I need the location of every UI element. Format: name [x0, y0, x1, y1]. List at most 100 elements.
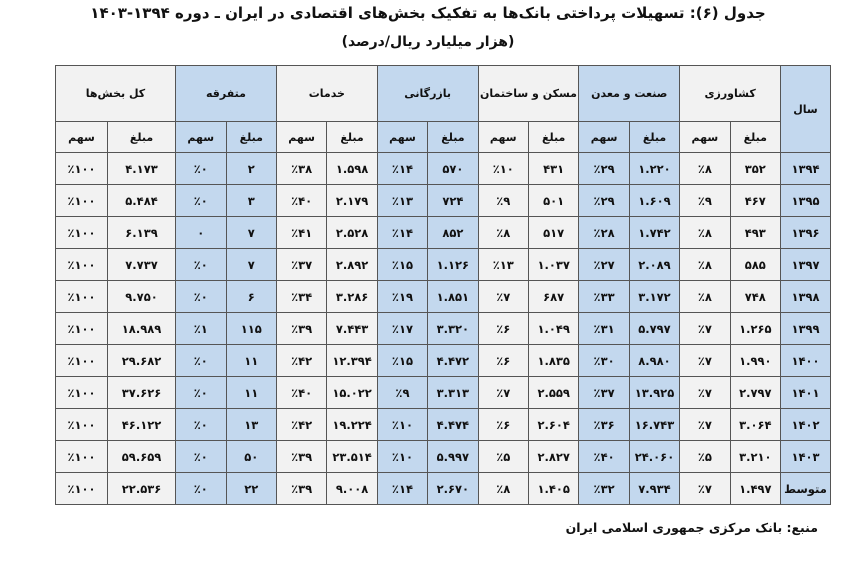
share-cell: ٪۱۵: [376, 344, 429, 377]
sector-header: بازرگانی: [376, 65, 479, 122]
share-cell: ٪۱۳: [376, 184, 429, 217]
share-cell: ٪۱۵: [376, 248, 429, 281]
share-cell: ٪۰: [175, 472, 227, 505]
share-cell: ٪۱۴: [376, 472, 429, 505]
amount-cell: ۷: [225, 216, 277, 249]
share-cell: ٪۲۸: [578, 216, 630, 249]
share-cell: ٪۳۱: [578, 312, 630, 345]
share-cell: ٪۱۰۰: [54, 440, 109, 473]
sector-header: صنعت و معدن: [578, 65, 681, 122]
table-row: ۱۳۹۵ ۴۶۷ ٪۹ ۱.۶۰۹ ٪۲۹ ۵۰۱ ٪۹ ۷۲۴ ٪۱۳ ۲.۱۷۹ ٪۴۰ ۳ ٪۰ ۵…: [54, 184, 831, 217]
share-header: سهم: [477, 121, 529, 153]
share-cell: ٪۱۳: [477, 248, 529, 281]
amount-cell: ۵.۷۹۷: [628, 312, 681, 345]
share-cell: ٪۷: [477, 280, 529, 313]
share-cell: ٪۷: [477, 376, 529, 409]
share-cell: ٪۰: [175, 152, 227, 185]
year-cell: ۱۳۹۸: [780, 280, 831, 313]
amount-cell: ۲۳.۵۱۴: [326, 440, 378, 473]
share-cell: ٪۲۹: [578, 184, 630, 217]
amount-cell: ۴۹۳: [729, 216, 782, 249]
amount-cell: ۴.۴۷۴: [427, 408, 479, 441]
sector-header: خدمات: [275, 65, 378, 122]
share-cell: ٪۶: [477, 344, 529, 377]
share-cell: ٪۱۰۰: [54, 472, 109, 505]
amount-cell: ۱.۴۹۷: [729, 472, 782, 505]
share-cell: ٪۴۲: [275, 408, 328, 441]
amount-cell: ۱۱۵: [225, 312, 277, 345]
amount-cell: ۲.۵۲۸: [326, 216, 378, 249]
amount-cell: ۶.۱۳۹: [107, 216, 177, 249]
year-header: سال: [780, 65, 831, 153]
share-cell: ٪۹: [477, 184, 529, 217]
amount-cell: ۱.۴۰۵: [527, 472, 580, 505]
share-cell: ٪۳۹: [275, 312, 328, 345]
share-cell: ٪۷: [679, 344, 731, 377]
share-cell: ٪۷: [679, 376, 731, 409]
amount-cell: ۱.۰۴۹: [527, 312, 580, 345]
amount-cell: ۷.۴۴۳: [326, 312, 378, 345]
share-cell: ٪۷: [679, 408, 731, 441]
sector-header: کل بخش‌ها: [54, 65, 177, 122]
share-cell: ٪۴۰: [275, 376, 328, 409]
share-cell: ٪۰: [175, 344, 227, 377]
amount-cell: ۵۰: [225, 440, 277, 473]
amount-header: مبلغ: [527, 121, 580, 153]
share-cell: ٪۳۰: [578, 344, 630, 377]
amount-cell: ۳.۳۱۳: [427, 376, 479, 409]
sector-header: کشاورزی: [679, 65, 781, 122]
share-cell: ۰: [175, 216, 227, 249]
amount-cell: ۱۹.۲۲۴: [326, 408, 378, 441]
share-cell: ٪۳۸: [275, 152, 328, 185]
share-cell: ٪۱۰۰: [54, 216, 109, 249]
amount-cell: ۳.۲۱۰: [729, 440, 782, 473]
year-cell: ۱۳۹۷: [780, 248, 831, 281]
share-header: سهم: [578, 121, 630, 153]
table-subtitle: (هزار میلیارد ریال/درصد): [341, 34, 515, 50]
amount-cell: ۶: [225, 280, 277, 313]
amount-cell: ۲.۸۹۲: [326, 248, 378, 281]
amount-cell: ۷.۹۳۴: [628, 472, 681, 505]
share-cell: ٪۰: [175, 248, 227, 281]
share-cell: ٪۷: [679, 312, 731, 345]
share-cell: ٪۱۰۰: [54, 344, 109, 377]
amount-cell: ۷۲۴: [427, 184, 479, 217]
share-cell: ٪۱۴: [376, 152, 429, 185]
year-cell: ۱۴۰۲: [780, 408, 831, 441]
amount-cell: ۲.۶۷۰: [427, 472, 479, 505]
amount-cell: ۱.۹۹۰: [729, 344, 782, 377]
table-row: متوسط ۱.۴۹۷ ٪۷ ۷.۹۳۴ ٪۳۲ ۱.۴۰۵ ٪۸ ۲.۶۷۰ ٪۱۴ ۹.۰۰۸…: [54, 472, 831, 505]
amount-cell: ۱.۸۳۵: [527, 344, 580, 377]
share-cell: ٪۱۰۰: [54, 248, 109, 281]
table-row: ۱۴۰۱ ۲.۷۹۷ ٪۷ ۱۳.۹۲۵ ٪۳۷ ۲.۵۵۹ ٪۷ ۳.۳۱۳ ٪۹ ۱۵.۰۲۲…: [54, 376, 831, 409]
share-cell: ٪۱: [175, 312, 227, 345]
source-note: منبع: بانک مرکزی جمهوری اسلامی ایران: [565, 520, 818, 535]
share-cell: ٪۶: [477, 408, 529, 441]
amount-cell: ۱۳.۹۲۵: [628, 376, 681, 409]
table-title: جدول (۶): تسهیلات پرداختی بانک‌ها به تفک…: [90, 4, 766, 22]
share-cell: ٪۳۲: [578, 472, 630, 505]
year-cell: ۱۳۹۵: [780, 184, 831, 217]
amount-cell: ۵۸۵: [729, 248, 782, 281]
table-row: ۱۴۰۳ ۳.۲۱۰ ٪۵ ۲۴.۰۶۰ ٪۴۰ ۲.۸۲۷ ٪۵ ۵.۹۹۷ ٪۱۰ ۲۳.۵۱…: [54, 440, 831, 473]
share-cell: ٪۸: [679, 280, 731, 313]
share-cell: ٪۱۰۰: [54, 408, 109, 441]
amount-cell: ۵۱۷: [527, 216, 580, 249]
share-cell: ٪۵: [477, 440, 529, 473]
share-cell: ٪۴۱: [275, 216, 328, 249]
share-cell: ٪۹: [376, 376, 429, 409]
amount-cell: ۱.۰۳۷: [527, 248, 580, 281]
share-cell: ٪۳۹: [275, 472, 328, 505]
share-cell: ٪۱۰: [376, 440, 429, 473]
table-row: ۱۳۹۶ ۴۹۳ ٪۸ ۱.۷۴۲ ٪۲۸ ۵۱۷ ٪۸ ۸۵۲ ٪۱۴ ۲.۵۲۸ ٪۴۱ ۷ ۰ ۶.…: [54, 216, 831, 249]
amount-cell: ۱.۱۲۶: [427, 248, 479, 281]
share-cell: ٪۳۳: [578, 280, 630, 313]
data-table: سال کشاورزی صنعت و معدن مسکن و ساختمان بازر…: [54, 65, 831, 505]
amount-cell: ۵.۹۹۷: [427, 440, 479, 473]
amount-cell: ۶۸۷: [527, 280, 580, 313]
amount-cell: ۱.۷۴۲: [628, 216, 681, 249]
share-cell: ٪۰: [175, 376, 227, 409]
year-cell: ۱۳۹۴: [780, 152, 831, 185]
amount-cell: ۲.۰۸۹: [628, 248, 681, 281]
share-cell: ٪۸: [679, 248, 731, 281]
